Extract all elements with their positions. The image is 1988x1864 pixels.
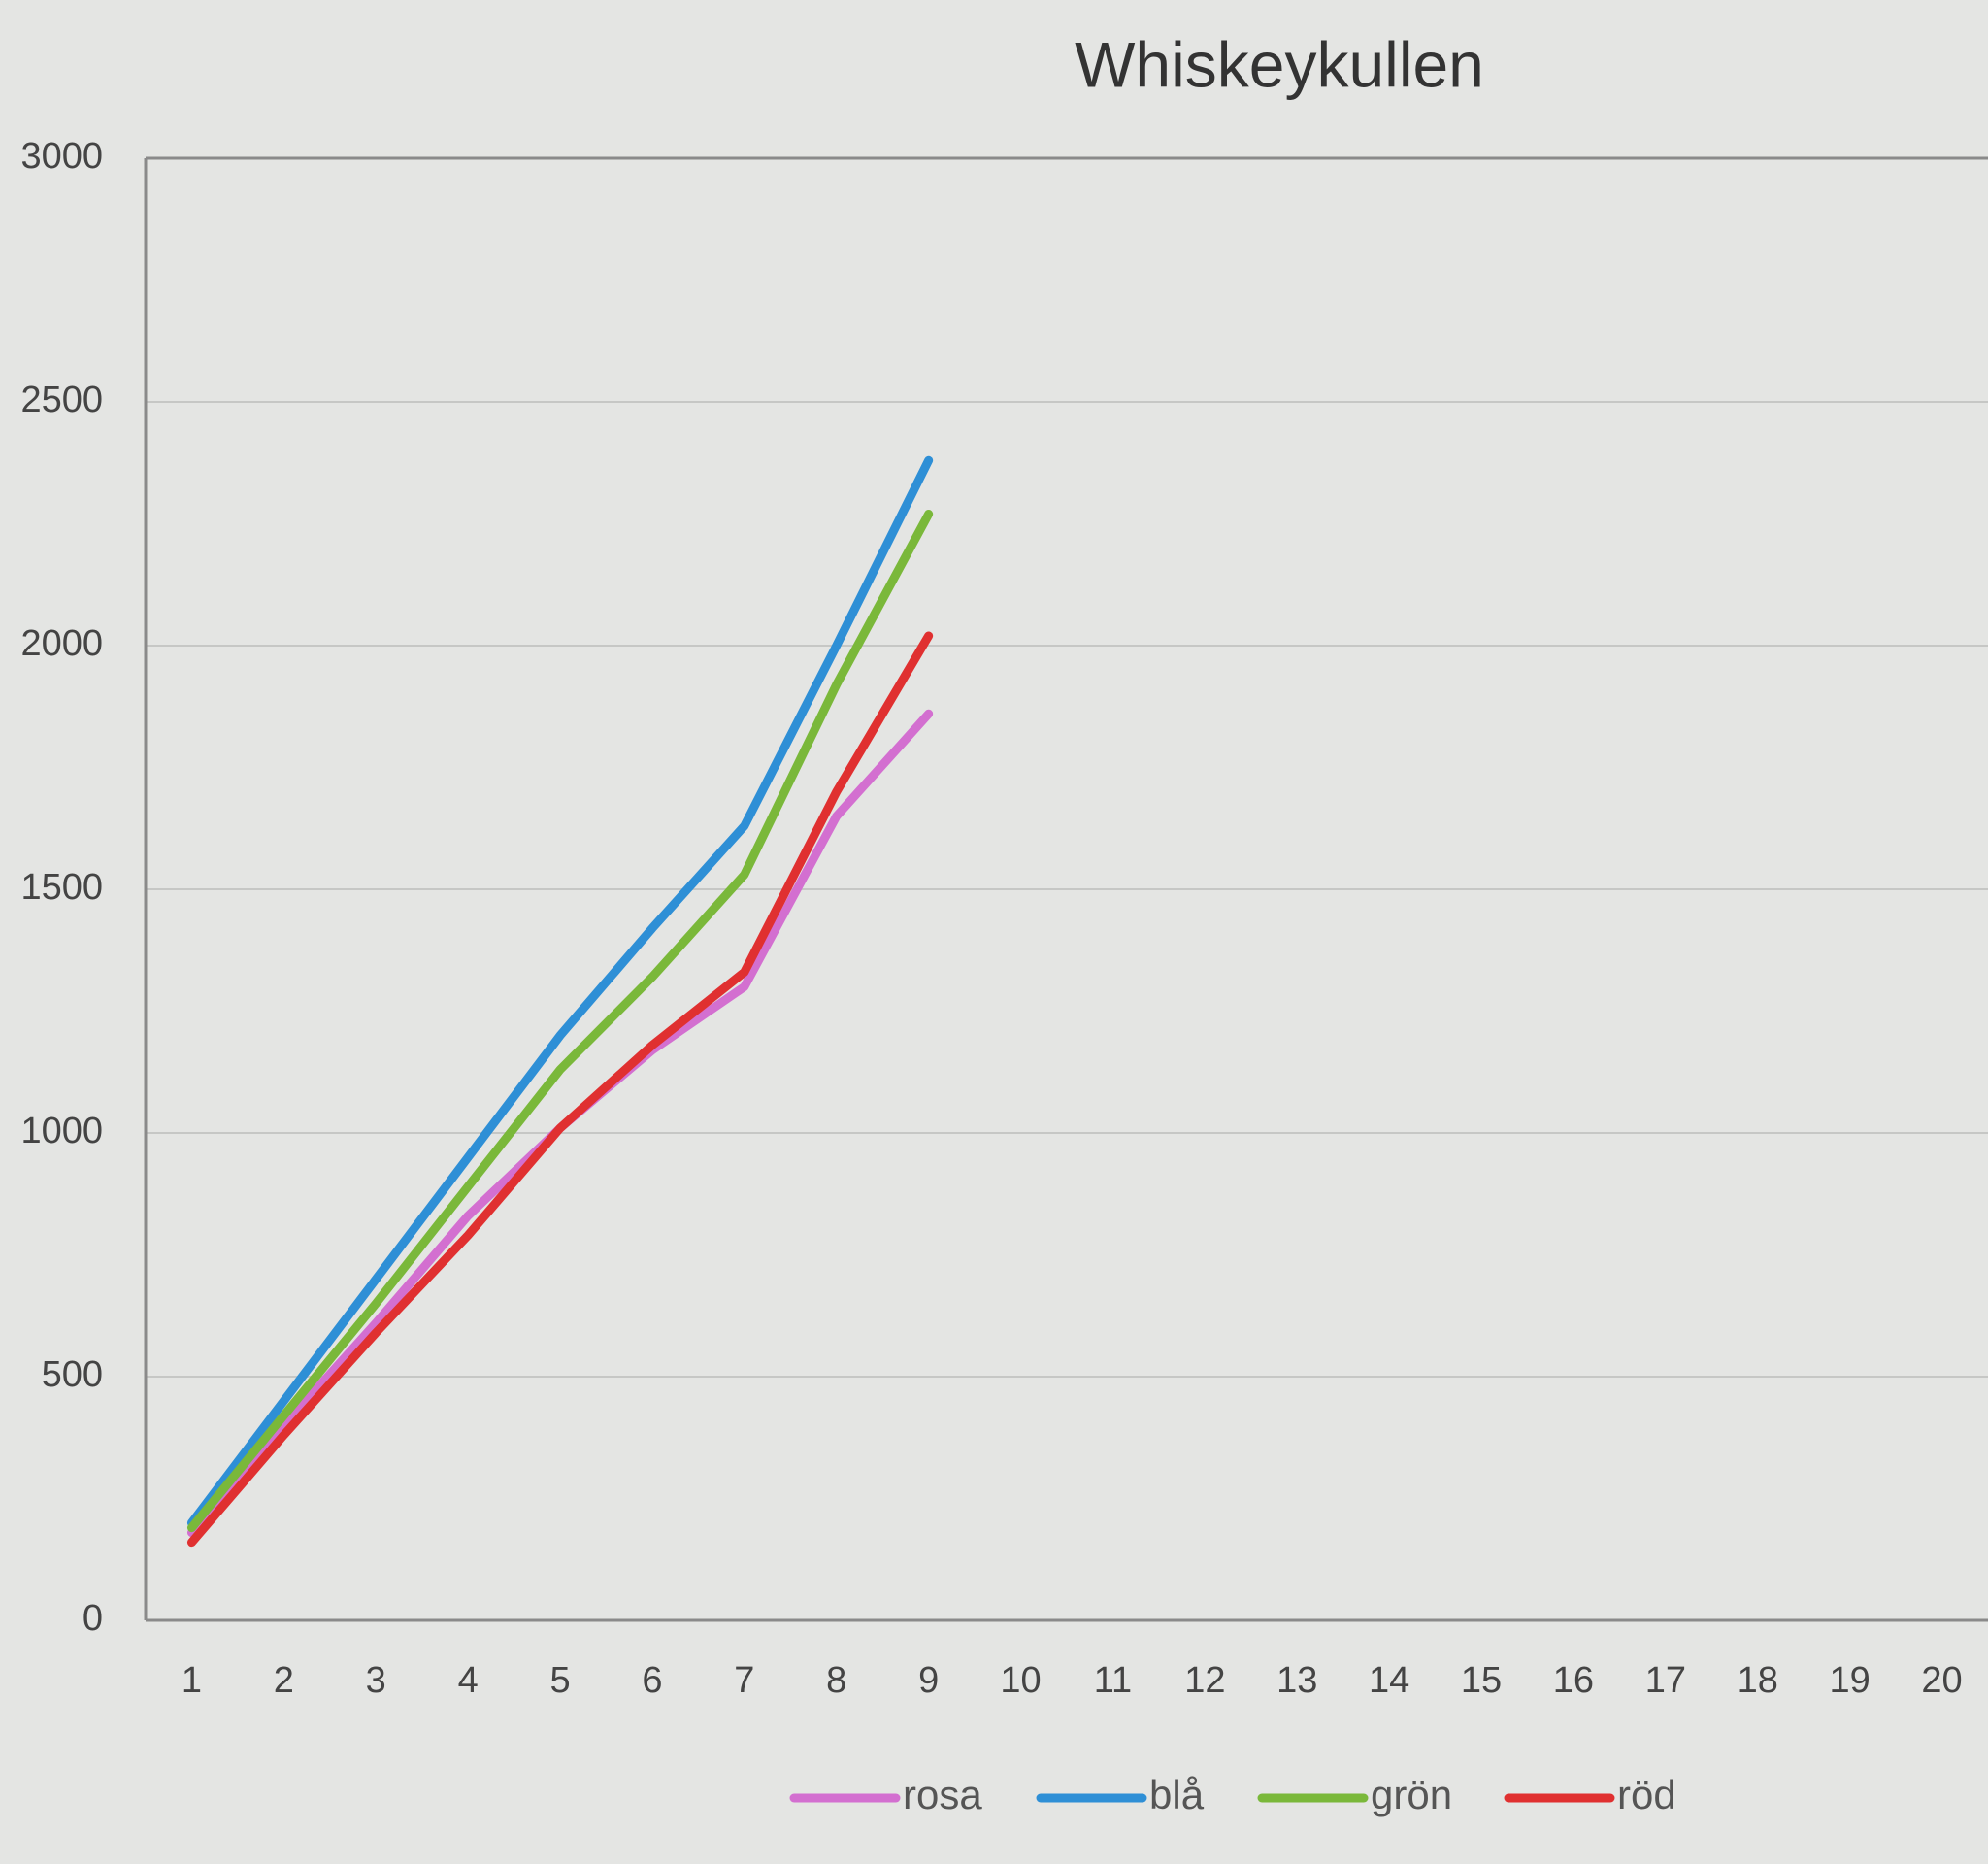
y-tick-label: 1000 <box>20 1111 103 1151</box>
x-tick-label: 2 <box>274 1660 294 1701</box>
x-tick-label: 18 <box>1738 1660 1778 1701</box>
chart-title: Whiskeykullen <box>1075 28 1484 100</box>
x-tick-label: 4 <box>458 1660 479 1701</box>
x-tick-label: 20 <box>1921 1660 1962 1701</box>
y-tick-label: 0 <box>83 1598 103 1639</box>
y-tick-label: 2000 <box>20 623 103 664</box>
y-tick-label: 3000 <box>20 136 103 177</box>
x-tick-label: 15 <box>1461 1660 1502 1701</box>
x-tick-label: 17 <box>1645 1660 1686 1701</box>
x-tick-label: 3 <box>366 1660 386 1701</box>
x-tick-label: 13 <box>1276 1660 1317 1701</box>
x-tick-label: 7 <box>734 1660 754 1701</box>
x-tick-label: 5 <box>549 1660 570 1701</box>
legend-label: grön <box>1371 1772 1452 1817</box>
x-tick-label: 11 <box>1094 1660 1132 1701</box>
x-tick-label: 10 <box>1000 1660 1041 1701</box>
x-tick-label: 1 <box>182 1660 202 1701</box>
legend-label: röd <box>1617 1772 1676 1817</box>
series-line <box>186 509 934 1533</box>
y-tick-label: 1500 <box>20 867 103 908</box>
x-tick-label: 9 <box>918 1660 939 1701</box>
x-tick-label: 8 <box>826 1660 846 1701</box>
y-tick-label: 500 <box>42 1354 103 1395</box>
x-tick-label: 6 <box>642 1660 662 1701</box>
x-tick-label: 19 <box>1830 1660 1871 1701</box>
x-tick-label: 12 <box>1184 1660 1225 1701</box>
series-line <box>186 455 934 1528</box>
legend-label: blå <box>1149 1772 1205 1817</box>
y-tick-label: 2500 <box>20 380 103 420</box>
legend-label: rosa <box>903 1772 982 1817</box>
series-line <box>186 631 934 1548</box>
x-tick-label: 14 <box>1369 1660 1409 1701</box>
x-tick-label: 16 <box>1553 1660 1594 1701</box>
